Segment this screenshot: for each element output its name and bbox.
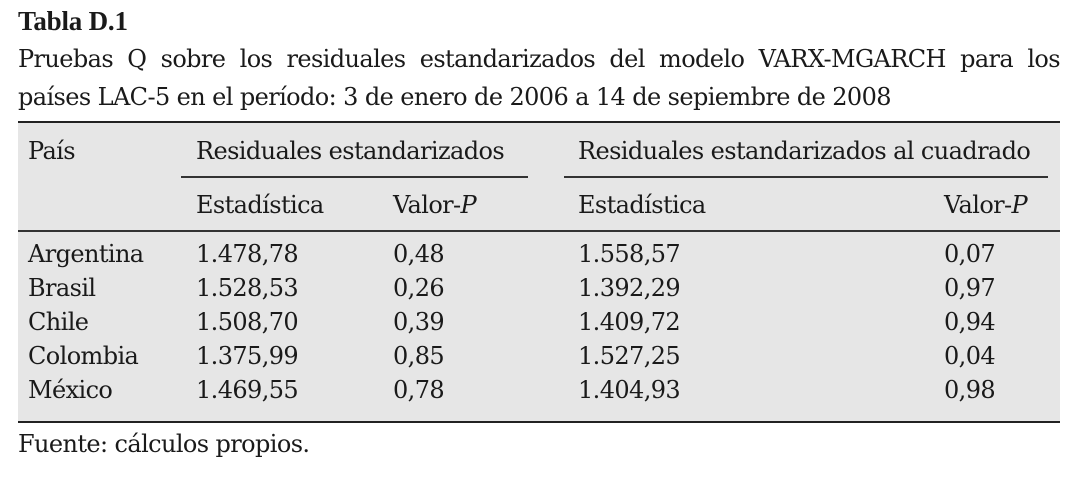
p2-cell: 0,07 — [944, 240, 996, 268]
p2-cell: 0,94 — [944, 308, 996, 336]
p2-cell: 0,97 — [944, 274, 996, 302]
p1-cell: 0,85 — [393, 342, 445, 370]
header-rule — [18, 230, 1060, 232]
country-cell: México — [28, 376, 113, 404]
stat1-cell: 1.528,53 — [196, 274, 299, 302]
p1-cell: 0,39 — [393, 308, 445, 336]
stat2-cell: 1.558,57 — [578, 240, 681, 268]
country-cell: Argentina — [28, 240, 144, 268]
stat2-cell: 1.527,25 — [578, 342, 681, 370]
country-cell: Brasil — [28, 274, 96, 302]
p1-subheader: Valor-P — [393, 191, 477, 219]
p1-cell: 0,78 — [393, 376, 445, 404]
stat2-cell: 1.392,29 — [578, 274, 681, 302]
stat1-cell: 1.375,99 — [196, 342, 299, 370]
stat2-subheader: Estadística — [578, 191, 706, 219]
stat2-cell: 1.409,72 — [578, 308, 681, 336]
p2-subheader: Valor-P — [944, 191, 1028, 219]
p1-cell: 0,26 — [393, 274, 445, 302]
p1-cell: 0,48 — [393, 240, 445, 268]
data-table: País Residuales estandarizados Residuale… — [18, 121, 1060, 423]
country-header: País — [28, 137, 76, 165]
p2-cell: 0,98 — [944, 376, 996, 404]
p2-cell: 0,04 — [944, 342, 996, 370]
source-note: Fuente: cálculos propios. — [18, 430, 310, 458]
table-caption: Pruebas Q sobre los residuales estandari… — [18, 45, 1061, 111]
stat1-subheader: Estadística — [196, 191, 324, 219]
stat1-cell: 1.469,55 — [196, 376, 299, 404]
table-title: Tabla D.1 — [18, 6, 128, 36]
group2-rule — [564, 176, 1048, 178]
stat1-cell: 1.508,70 — [196, 308, 299, 336]
country-cell: Chile — [28, 308, 89, 336]
group1-header: Residuales estandarizados — [196, 137, 505, 165]
group1-rule — [181, 176, 528, 178]
stat2-cell: 1.404,93 — [578, 376, 681, 404]
stat1-cell: 1.478,78 — [196, 240, 299, 268]
country-cell: Colombia — [28, 342, 139, 370]
group2-header: Residuales estandarizados al cuadrado — [578, 137, 1031, 165]
